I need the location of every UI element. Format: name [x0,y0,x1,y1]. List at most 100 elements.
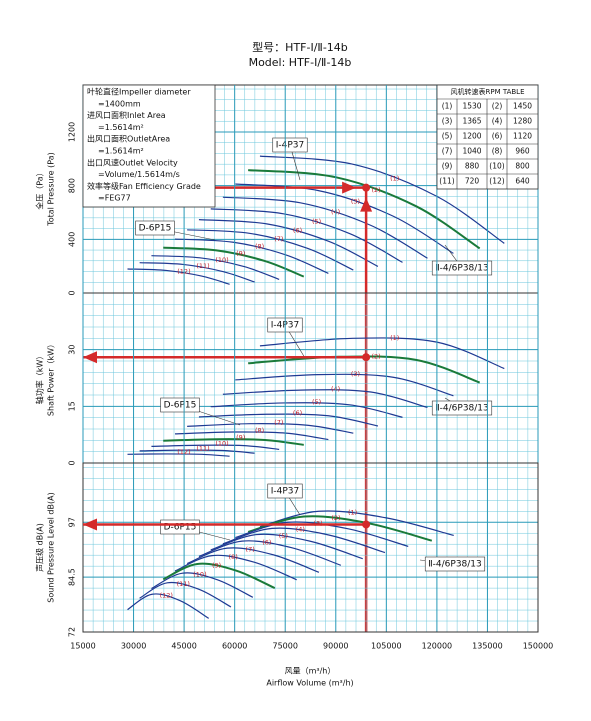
rpm-cell: 800 [515,162,530,171]
annotation-box [431,260,493,276]
curve [187,229,354,271]
curve [198,540,342,566]
rpm-cell: (2) [492,102,503,111]
curve-label: (8) [229,553,238,561]
y-tick-label: 97 [68,517,77,527]
annotation-box [267,483,303,499]
curve [259,337,505,370]
info-line: =1400mm [98,99,141,108]
curve [127,453,230,457]
curve [139,581,232,608]
curve [174,431,329,441]
rpm-cell: 640 [515,177,530,186]
curve [174,554,297,581]
curve [151,572,254,598]
arrow-head [360,197,373,212]
arrow-head [83,351,97,364]
x-tick-label: 15000 [70,642,95,651]
info-line: 效率等级Fan Efficiency Grade [87,181,201,191]
curve [222,196,428,259]
y-tick-label: 400 [68,232,77,247]
rpm-cell: 1120 [513,132,532,141]
curve-label: (9) [236,250,245,258]
rpm-cell: 1365 [462,117,481,126]
curve-label: (1) [348,509,357,517]
annotation: Ⅰ-4P37 [276,141,305,151]
chart-subtitle: Model: HTF-Ⅰ/Ⅱ-14b [249,56,352,69]
rpm-cell: (5) [442,132,453,141]
rpm-cell: (3) [442,117,453,126]
rpm-table-title: 风机转速表RPM TABLE [451,87,525,96]
curve-label: (11) [196,262,209,270]
annotation-box [272,137,308,153]
panel-frame [82,462,539,633]
curve [139,262,255,283]
curve-label: (8) [255,243,264,251]
curve [198,218,379,267]
y-axis-label: Shaft Power（kW） [47,340,56,416]
curve-label: (1) [390,174,399,182]
curve [247,515,433,542]
rpm-cell: 720 [465,177,480,186]
x-tick-label: 30000 [121,642,146,651]
annotation-box [160,397,200,413]
operating-point [362,183,371,192]
y-axis-label-cn: 轴功率（kW） [35,352,45,405]
curve-label: (6) [293,227,302,235]
operating-point [362,353,371,362]
curve [151,255,280,281]
y-tick-label: 30 [68,345,77,355]
operating-point [362,520,371,529]
annotation-box [431,400,493,416]
x-tick-label: 60000 [222,642,247,651]
curve [235,183,454,254]
curve-label: (7) [246,545,255,553]
rpm-cell: 1200 [462,132,481,141]
curve [259,510,454,537]
y-axis-label-cn: 声压级 dB(A) [35,523,45,572]
x-tick-label: 105000 [371,642,402,651]
curve [248,355,481,384]
rpm-cell: 1280 [513,117,532,126]
rpm-cell: 1040 [462,147,481,156]
curve-label: (6) [293,409,302,417]
annotation: Ⅱ-4/6P38/13 [435,404,489,414]
curve [174,238,329,274]
curve [186,547,320,573]
curve [210,208,403,263]
curve-label: (4) [296,526,305,534]
info-line: 叶轮直径Impeller diameter [87,87,191,97]
curve-label: (10) [215,256,228,264]
y-tick-label: 0 [68,460,77,465]
info-line: 出风口面积OutletArea [87,134,170,144]
chart-title: 型号：HTF-Ⅰ/Ⅱ-14b [252,40,348,54]
curve-label: (9) [236,434,245,442]
y-axis-label: Sound Pressure Level dB(A) [47,492,56,602]
arrow-head [83,518,97,531]
curve-label: (9) [212,561,221,569]
curve [222,527,386,554]
rpm-cell: 1450 [513,102,532,111]
info-line: =1.5614m² [98,147,144,156]
curve [198,413,379,427]
rpm-cell: 960 [515,147,530,156]
curve-label: (5) [312,398,321,406]
annotation: D-6P15 [139,224,172,234]
rpm-table [436,84,539,190]
y-axis-label-cn: 全压（Pa） [35,168,45,209]
curve [163,438,304,446]
curve-label: (3) [351,370,360,378]
curve-label: (1) [390,334,399,342]
curve [210,402,403,418]
curve [151,444,280,450]
x-tick-label: 90000 [323,642,348,651]
annotation: D-6P15 [164,401,197,411]
curve-label: (11) [177,580,190,588]
y-tick-label: 84.5 [68,568,77,586]
y-tick-label: 800 [68,178,77,193]
annotation: Ⅱ-4/6P38/13 [435,264,489,274]
rpm-cell: 1530 [462,102,481,111]
annotation: Ⅰ-4P37 [271,487,300,497]
y-axis-label: Total Pressure (Pa) [47,152,56,227]
